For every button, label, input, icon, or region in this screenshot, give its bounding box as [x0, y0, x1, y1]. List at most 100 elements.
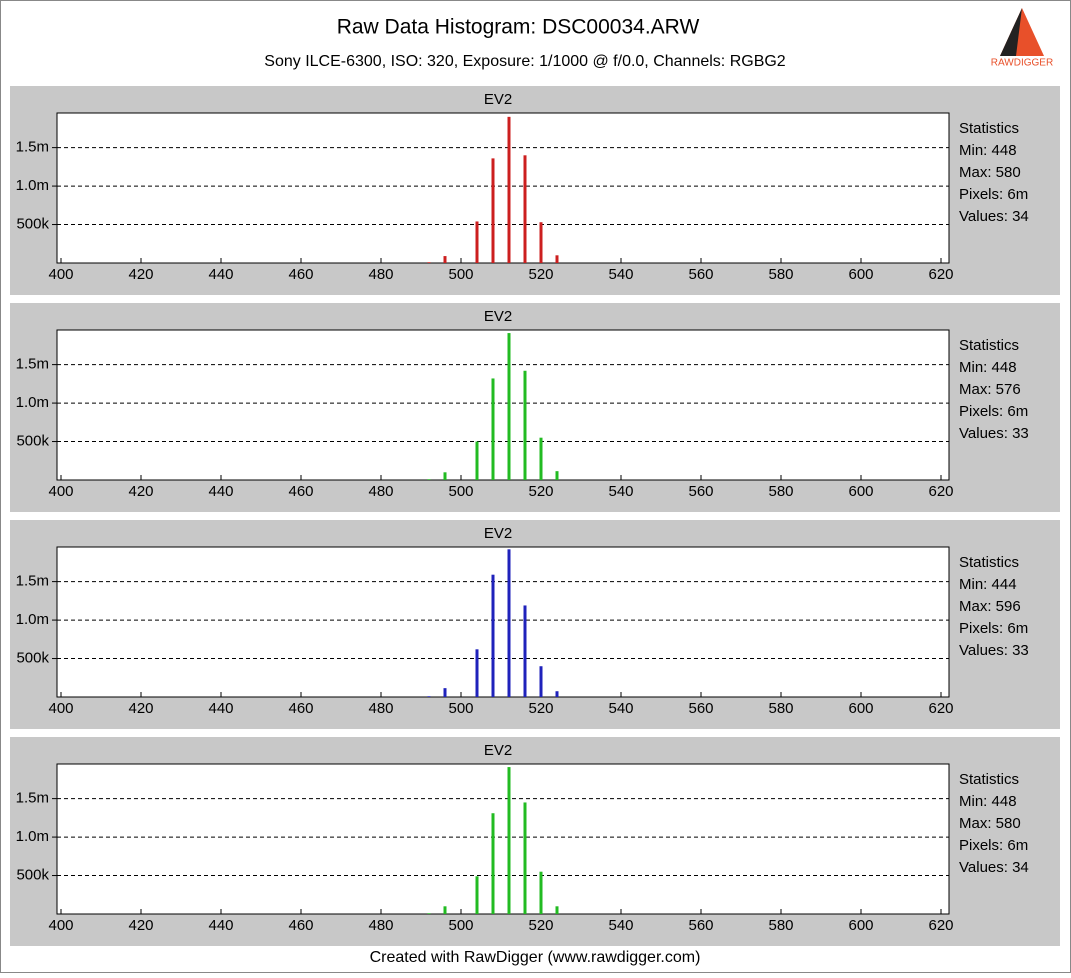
bar — [443, 688, 447, 697]
x-tick-label: 620 — [928, 266, 953, 283]
x-tick-label: 520 — [528, 483, 553, 500]
statistics-line: Values: 34 — [959, 208, 1029, 225]
bar — [555, 255, 559, 263]
bar — [475, 876, 479, 914]
x-tick-label: 480 — [368, 700, 393, 717]
statistics-line: Pixels: 6m — [959, 186, 1028, 203]
statistics-line: Values: 33 — [959, 642, 1029, 659]
x-tick-label: 580 — [768, 700, 793, 717]
statistics-line: Pixels: 6m — [959, 403, 1028, 420]
x-tick-label: 620 — [928, 917, 953, 934]
bar — [491, 574, 495, 697]
x-tick-label: 540 — [608, 483, 633, 500]
x-tick-label: 440 — [208, 483, 233, 500]
x-tick-label: 580 — [768, 266, 793, 283]
histogram-panel: EV2 500k 1.0m 1.5m 400 420 440 460 480 500 520 540 5… — [10, 303, 1060, 512]
y-tick-label: 1.5m — [16, 790, 49, 807]
footer: Created with RawDigger (www.rawdigger.co… — [370, 949, 701, 966]
x-tick-label: 480 — [368, 266, 393, 283]
y-tick-label: 1.0m — [16, 177, 49, 194]
x-tick-label: 500 — [448, 700, 473, 717]
bar — [555, 906, 559, 914]
bar — [427, 696, 431, 697]
x-tick-label: 440 — [208, 917, 233, 934]
x-tick-label: 580 — [768, 483, 793, 500]
x-tick-label: 400 — [48, 266, 73, 283]
statistics-line: Max: 596 — [959, 598, 1021, 615]
bar — [523, 802, 527, 914]
x-tick-label: 540 — [608, 266, 633, 283]
statistics-line: Values: 33 — [959, 425, 1029, 442]
histogram-panel: EV2 500k 1.0m 1.5m 400 420 440 460 480 500 520 540 5… — [10, 520, 1060, 729]
bar — [491, 158, 495, 263]
plot-area — [56, 329, 950, 481]
x-tick-label: 540 — [608, 917, 633, 934]
y-tick-label: 1.5m — [16, 356, 49, 373]
x-tick-label: 460 — [288, 917, 313, 934]
bar — [555, 691, 559, 697]
logo: RAWDIGGER — [991, 8, 1053, 69]
x-tick-label: 400 — [48, 700, 73, 717]
x-tick-label: 540 — [608, 700, 633, 717]
x-tick-label: 600 — [848, 266, 873, 283]
bar — [523, 155, 527, 263]
statistics-line: Statistics — [959, 771, 1019, 788]
x-tick-label: 520 — [528, 917, 553, 934]
plot-area — [56, 546, 950, 698]
panel-title: EV2 — [484, 308, 512, 325]
bar — [427, 913, 431, 914]
statistics-line: Statistics — [959, 337, 1019, 354]
x-tick-label: 600 — [848, 483, 873, 500]
statistics-line: Max: 580 — [959, 164, 1021, 181]
statistics-line: Statistics — [959, 120, 1019, 137]
panel-title: EV2 — [484, 742, 512, 759]
statistics-line: Max: 580 — [959, 815, 1021, 832]
bar — [427, 262, 431, 263]
x-tick-label: 520 — [528, 266, 553, 283]
x-tick-label: 560 — [688, 700, 713, 717]
x-tick-label: 500 — [448, 483, 473, 500]
x-tick-label: 560 — [688, 266, 713, 283]
bar — [523, 605, 527, 697]
histogram-panel: EV2 500k 1.0m 1.5m 400 420 440 460 480 500 520 540 5… — [10, 737, 1060, 946]
x-tick-label: 400 — [48, 917, 73, 934]
x-tick-label: 460 — [288, 266, 313, 283]
bar — [539, 222, 543, 263]
x-tick-label: 400 — [48, 483, 73, 500]
bar — [555, 471, 559, 480]
x-tick-label: 560 — [688, 917, 713, 934]
y-tick-label: 1.0m — [16, 394, 49, 411]
x-tick-label: 420 — [128, 266, 153, 283]
bar — [443, 256, 447, 263]
bar — [507, 333, 511, 480]
bar — [443, 472, 447, 480]
x-tick-label: 580 — [768, 917, 793, 934]
bar — [491, 378, 495, 480]
bar — [475, 441, 479, 480]
statistics-line: Min: 448 — [959, 142, 1017, 159]
bar — [523, 370, 527, 480]
x-tick-label: 500 — [448, 266, 473, 283]
panel-title: EV2 — [484, 91, 512, 108]
y-tick-label: 500k — [16, 650, 49, 667]
x-tick-label: 460 — [288, 483, 313, 500]
x-tick-label: 600 — [848, 917, 873, 934]
bar — [475, 221, 479, 263]
y-tick-label: 500k — [16, 216, 49, 233]
statistics-line: Min: 448 — [959, 793, 1017, 810]
bar — [507, 767, 511, 914]
x-tick-label: 420 — [128, 700, 153, 717]
x-tick-label: 460 — [288, 700, 313, 717]
panel-title: EV2 — [484, 525, 512, 542]
x-tick-label: 480 — [368, 917, 393, 934]
x-tick-label: 440 — [208, 266, 233, 283]
x-tick-label: 600 — [848, 700, 873, 717]
plot-area — [56, 763, 950, 915]
bar — [539, 871, 543, 914]
bar — [539, 437, 543, 480]
x-tick-label: 440 — [208, 700, 233, 717]
x-tick-label: 420 — [128, 483, 153, 500]
logo-shade — [1000, 8, 1022, 56]
bar — [443, 906, 447, 914]
